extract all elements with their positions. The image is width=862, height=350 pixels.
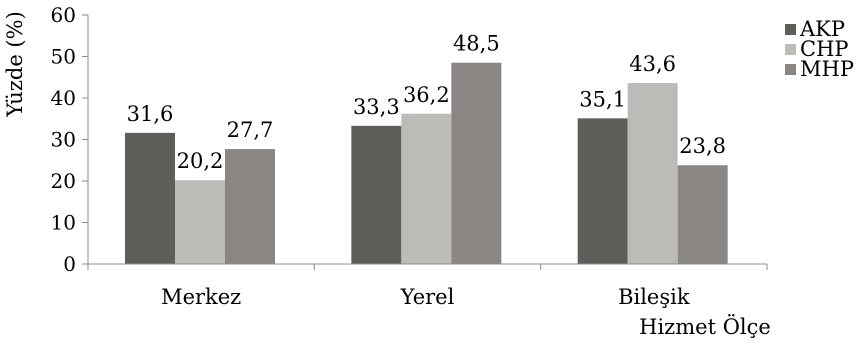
y-tick-label: 30 [51,128,76,152]
x-axis-label: Hizmet Ölçe [639,314,771,339]
legend-swatch-mhp [785,64,796,75]
y-tick-label: 20 [51,169,76,193]
data-label: 27,7 [227,118,274,142]
data-label: 35,1 [579,87,626,111]
y-tick-label: 0 [63,252,76,276]
y-tick-label: 50 [51,45,76,69]
legend-swatch-akp [785,24,796,35]
bar-akp-merkez [125,133,175,264]
x-tick-label: Yerel [400,285,455,309]
x-tick-label: Merkez [161,285,241,309]
y-tick-label: 60 [51,3,76,27]
data-label: 33,3 [353,95,400,119]
bar-chp-bileşik [628,83,678,264]
x-tick-label: Bileşik [618,285,690,309]
legend-label-mhp: MHP [800,57,854,81]
bar-chp-yerel [401,114,451,264]
bar-akp-yerel [351,126,401,264]
bar-mhp-merkez [225,149,275,264]
data-label: 20,2 [177,149,224,173]
data-label: 36,2 [403,83,450,107]
data-label: 43,6 [629,52,676,76]
bar-mhp-bileşik [678,165,728,264]
y-tick-label: 10 [51,211,76,235]
bar-akp-bileşik [578,118,628,264]
data-label: 23,8 [679,134,726,158]
bar-mhp-yerel [451,63,501,264]
y-axis-label: Yüzde (%) [3,11,27,118]
y-tick-label: 40 [51,86,76,110]
legend-swatch-chp [785,44,796,55]
x-ticks-layer: Merkez Yerel Bileşik [88,264,767,309]
y-ticks-layer: 0 10 20 30 40 50 60 [51,3,88,276]
data-label: 48,5 [453,32,500,56]
data-label: 31,6 [127,102,174,126]
bar-chp-merkez [175,180,225,264]
